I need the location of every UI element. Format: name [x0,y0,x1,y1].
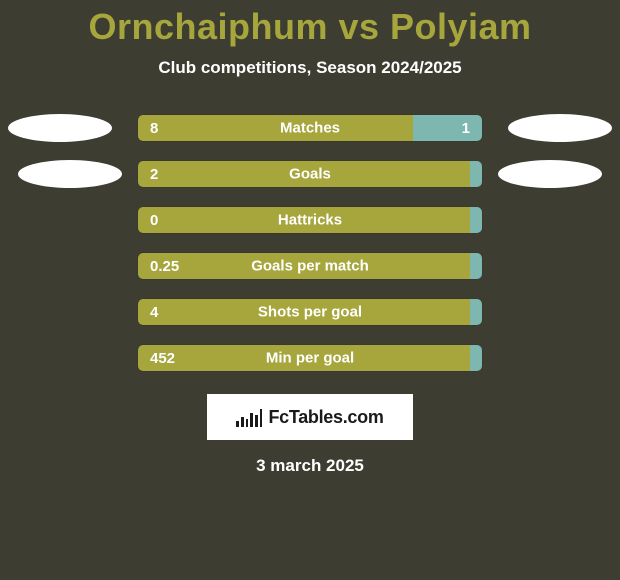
logo-badge: FcTables.com [207,394,413,440]
stat-bar-left: 4 [138,299,470,325]
player-badge-right [508,114,612,142]
player-badge-right [498,160,602,188]
stat-value-left: 0.25 [150,258,179,275]
stat-value-left: 8 [150,120,158,137]
stat-bar-left: 8 [138,115,413,141]
stat-row: 4Shots per goal [0,298,620,326]
stat-bar-left: 0 [138,207,470,233]
page-title: Ornchaiphum vs Polyiam [88,6,531,48]
stat-row: 2Goals [0,160,620,188]
stat-bar-right: 1 [413,115,482,141]
subtitle: Club competitions, Season 2024/2025 [158,58,461,78]
stat-row: 0.25Goals per match [0,252,620,280]
stat-value-left: 452 [150,350,175,367]
stat-row: 0Hattricks [0,206,620,234]
stat-bar-right [470,345,482,371]
stat-bar-right [470,207,482,233]
stat-bar-right [470,299,482,325]
logo-text: FcTables.com [268,407,383,428]
stat-bar: 2Goals [137,160,483,188]
stat-bar: 4Shots per goal [137,298,483,326]
stat-bar-left: 0.25 [138,253,470,279]
infographic-content: Ornchaiphum vs Polyiam Club competitions… [0,0,620,580]
stat-bar: 0.25Goals per match [137,252,483,280]
player-badge-left [18,160,122,188]
barchart-icon [236,407,262,427]
player-badge-left [8,114,112,142]
stat-bar-right [470,161,482,187]
stat-bar-right [470,253,482,279]
stat-value-left: 2 [150,166,158,183]
stat-bar: 0Hattricks [137,206,483,234]
comparison-bars: 81Matches2Goals0Hattricks0.25Goals per m… [0,114,620,372]
stat-bar: 81Matches [137,114,483,142]
stat-value-left: 0 [150,212,158,229]
stat-bar-left: 452 [138,345,470,371]
date-label: 3 march 2025 [256,456,364,476]
stat-row: 81Matches [0,114,620,142]
stat-bar-left: 2 [138,161,470,187]
stat-bar: 452Min per goal [137,344,483,372]
stat-value-right: 1 [462,120,470,137]
stat-row: 452Min per goal [0,344,620,372]
stat-value-left: 4 [150,304,158,321]
